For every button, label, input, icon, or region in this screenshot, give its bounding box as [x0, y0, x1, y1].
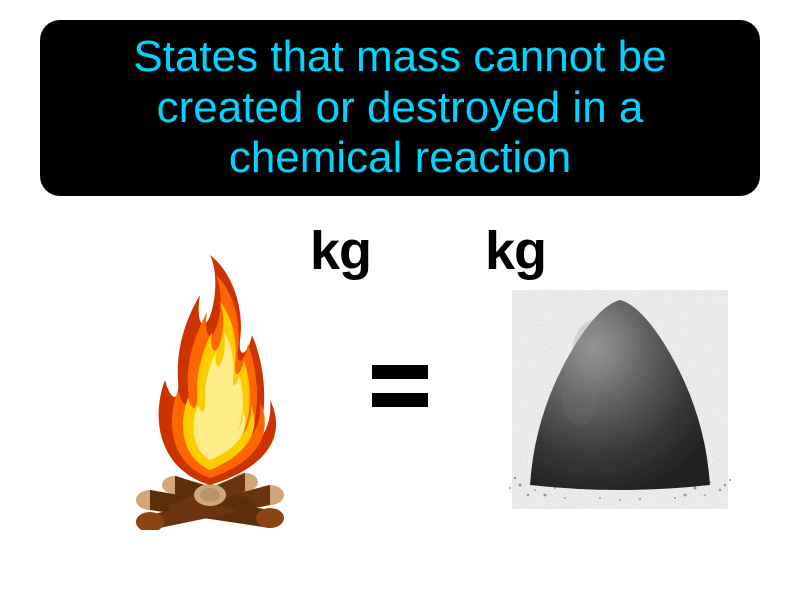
equals-sign [372, 365, 428, 421]
equals-bottom-bar [372, 393, 428, 407]
ash-pile-icon [500, 290, 740, 510]
campfire-icon [100, 250, 320, 530]
equals-top-bar [372, 365, 428, 379]
unit-label-right: kg [485, 220, 546, 282]
flames [159, 255, 276, 485]
definition-box: States that mass cannot be created or de… [40, 20, 760, 196]
illustration-area: kg kg [0, 220, 800, 580]
definition-text: States that mass cannot be created or de… [70, 32, 730, 184]
